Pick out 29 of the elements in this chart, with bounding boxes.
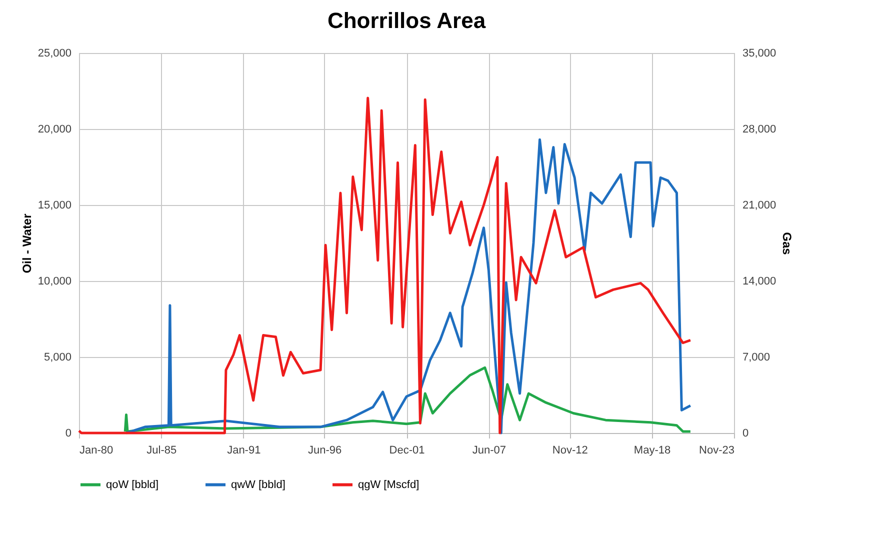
x-tick-label: Nov-23: [699, 444, 734, 456]
y-tick-label: 0: [65, 428, 72, 440]
x-tick-label: Jun-07: [472, 444, 506, 456]
y2-tick-label: 21,000: [742, 200, 776, 212]
y2-tick-label: 28,000: [742, 124, 776, 136]
chart-title: Chorrillos Area: [327, 8, 486, 33]
y-tick-label: 5,000: [44, 352, 72, 364]
y-tick-label: 15,000: [38, 200, 72, 212]
y-axis-title: Oil - Water: [20, 213, 34, 274]
x-tick-label: Jun-96: [308, 444, 342, 456]
y-tick-label: 25,000: [38, 48, 72, 60]
x-tick-label: Jan-91: [227, 444, 261, 456]
line-series: [125, 138, 692, 434]
x-tick-label: Jul-85: [146, 444, 177, 456]
legend-label: qgW [Mscfd]: [358, 478, 420, 491]
x-tick-label: Jan-80: [80, 444, 114, 456]
y2-tick-label: 14,000: [742, 276, 776, 288]
y2-tick-label: 35,000: [742, 48, 776, 60]
y2-tick-label: 7,000: [742, 352, 770, 364]
x-tick-label: May-18: [634, 444, 671, 456]
line-series: [78, 96, 692, 434]
legend-label: qwW [bbld]: [231, 478, 286, 491]
legend-label: qoW [bbld]: [106, 478, 159, 491]
y-tick-label: 20,000: [38, 124, 72, 136]
y-tick-label: 10,000: [38, 276, 72, 288]
x-tick-label: Dec-01: [389, 444, 425, 456]
x-tick-label: Nov-12: [552, 444, 588, 456]
y2-tick-label: 0: [742, 428, 749, 440]
y2-axis-title: Gas: [780, 232, 794, 256]
